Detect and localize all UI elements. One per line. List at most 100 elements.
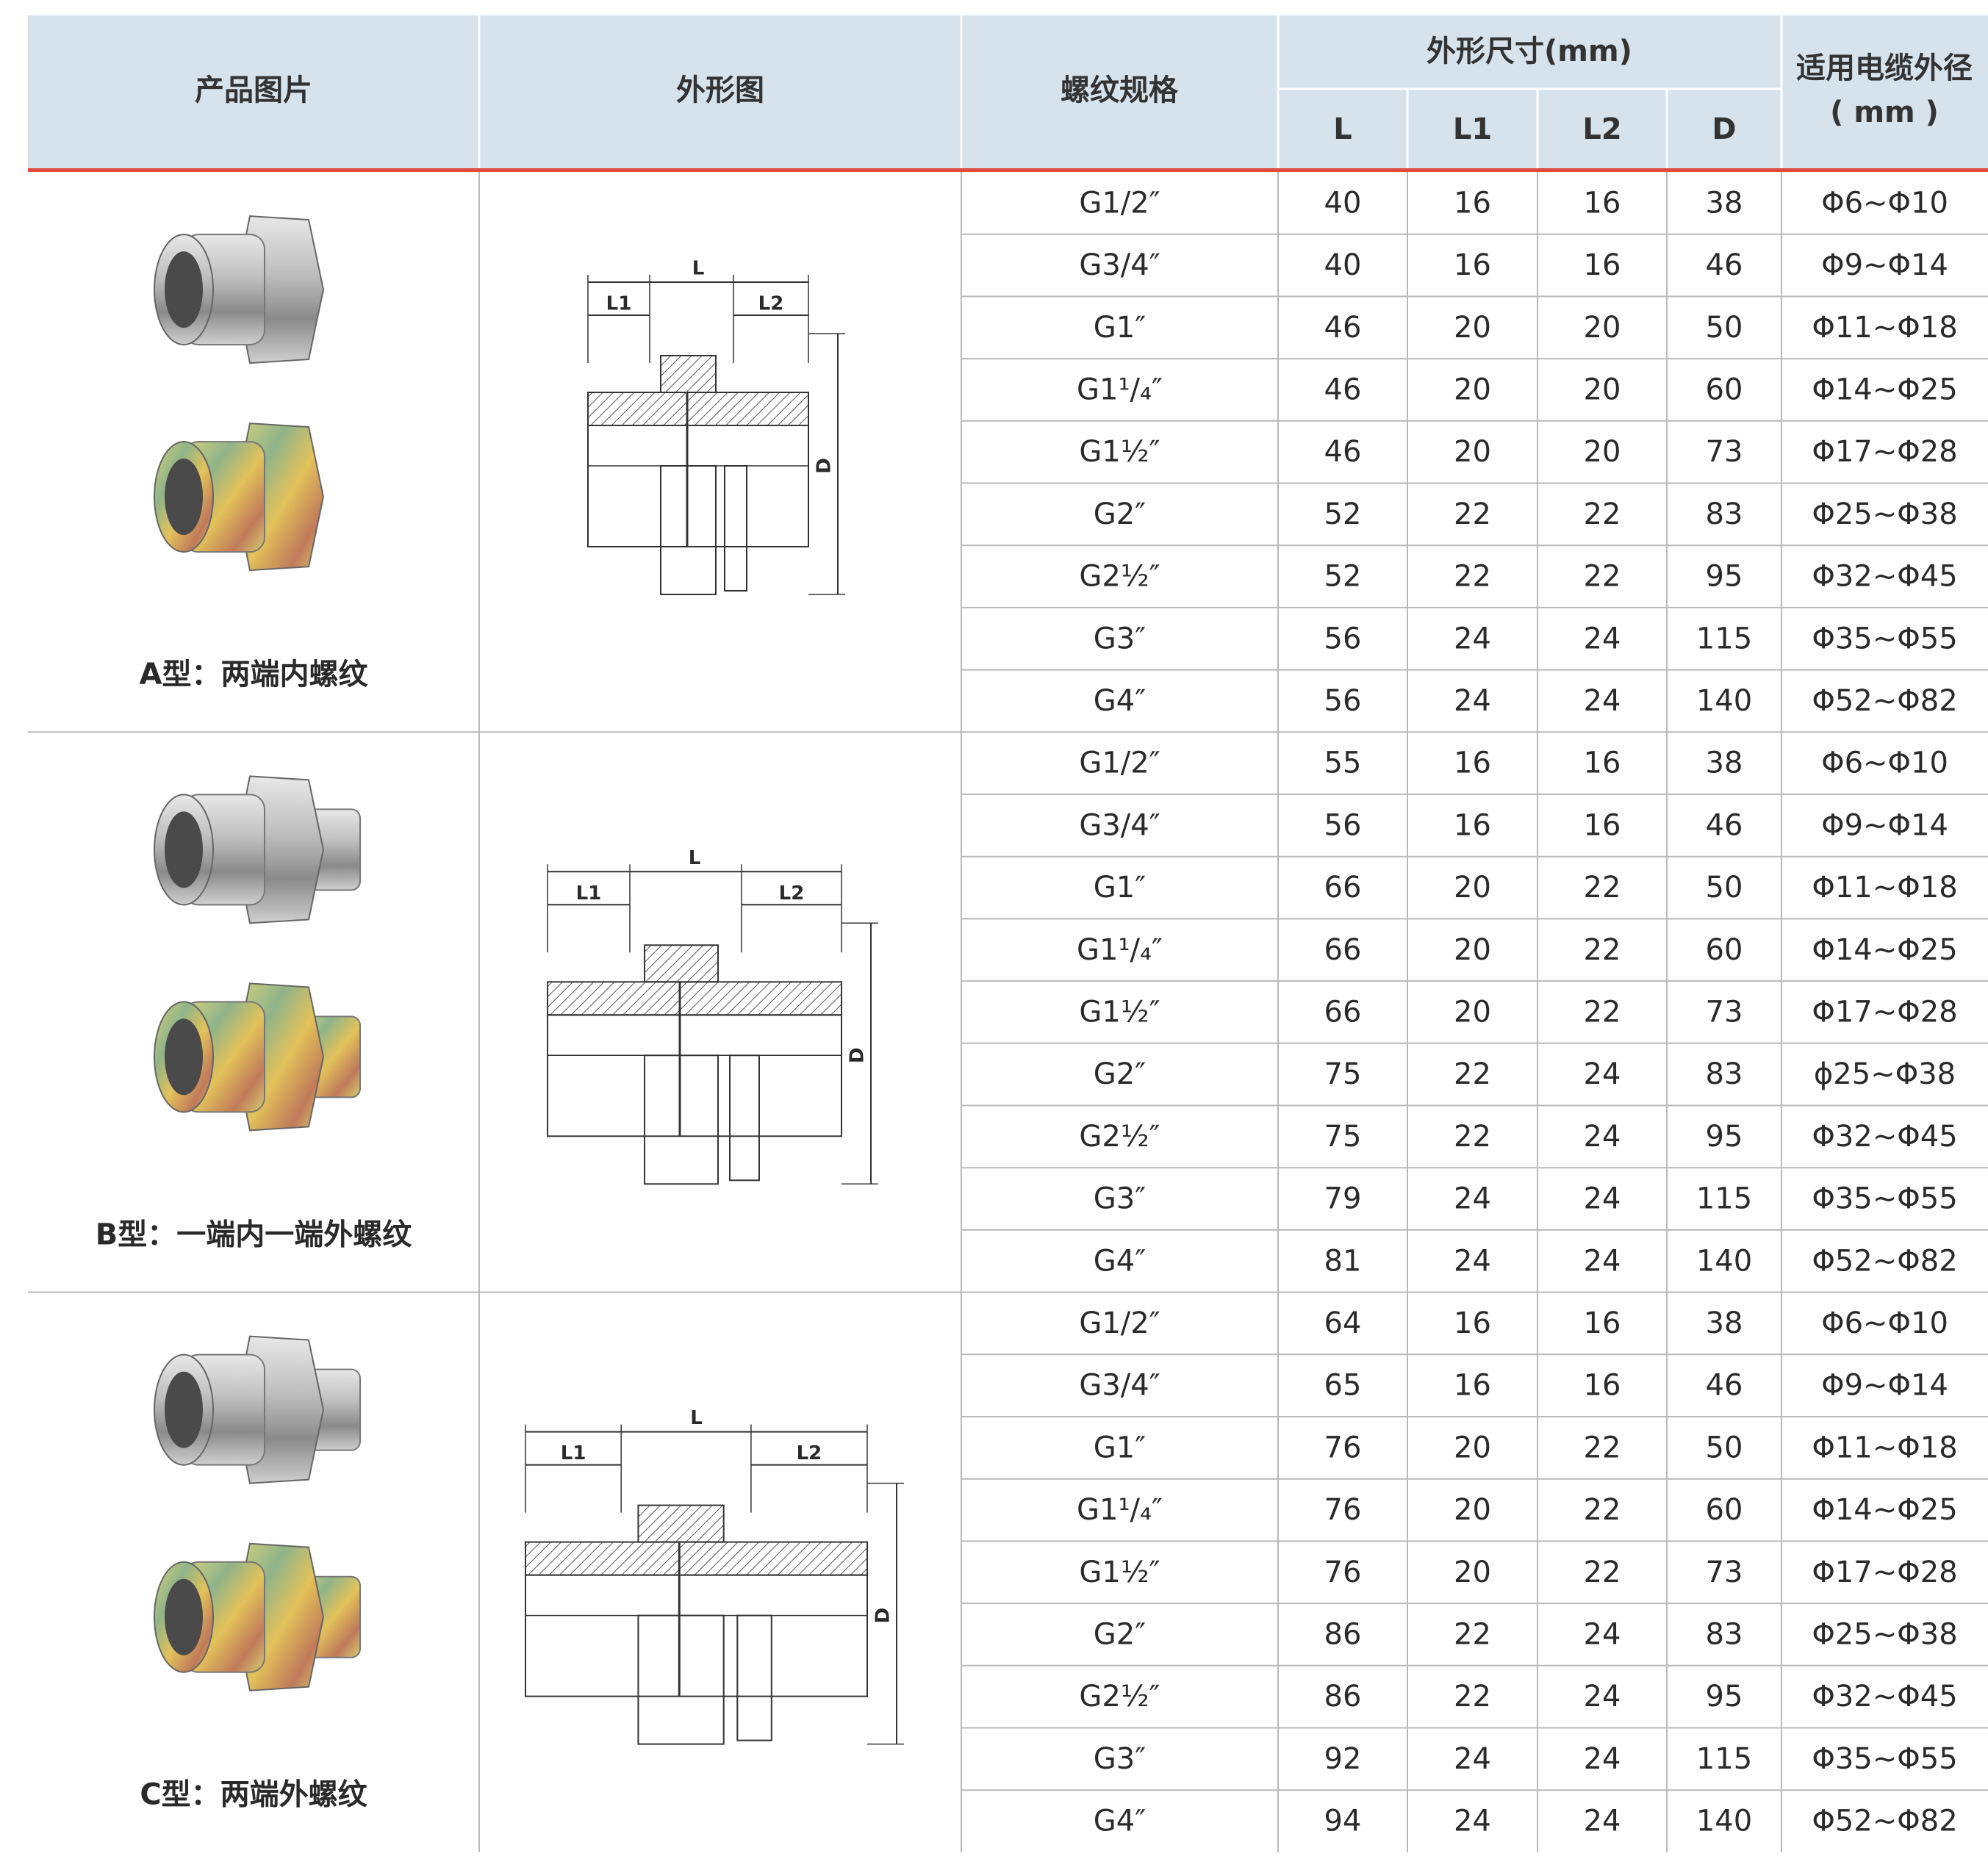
dim-cell: 46 — [1706, 248, 1743, 282]
fitting-bore — [165, 811, 203, 888]
thread-cell: G4″ — [1094, 1244, 1146, 1278]
dim-cell: 22 — [1584, 1556, 1621, 1589]
thread-cell: G1½″ — [1079, 995, 1160, 1029]
cable-cell: Φ14~Φ25 — [1812, 373, 1957, 406]
dim-cell: 24 — [1454, 622, 1491, 655]
drawing-ring — [729, 1054, 760, 1182]
dim-cell: 40 — [1324, 186, 1362, 220]
product-photo — [154, 215, 325, 364]
dim-cell: 20 — [1454, 311, 1491, 345]
dim-cell: 20 — [1584, 373, 1621, 406]
thread-cell: G1/2″ — [1079, 186, 1160, 220]
dim-cell: 16 — [1584, 186, 1621, 220]
drawing-label: L1 — [561, 1442, 586, 1464]
cable-cell: Φ32~Φ45 — [1812, 560, 1957, 594]
dim-cell: 16 — [1584, 1306, 1621, 1340]
cable-cell: Φ17~Φ28 — [1812, 435, 1957, 469]
cable-cell: Φ14~Φ25 — [1812, 1493, 1957, 1527]
dim-cell: 22 — [1584, 871, 1621, 905]
dim-cell: 24 — [1454, 684, 1491, 718]
dim-cell: 95 — [1706, 560, 1743, 594]
dim-cell: 16 — [1454, 1369, 1491, 1403]
thread-cell: G4″ — [1094, 684, 1146, 718]
dim-cell: 140 — [1696, 1244, 1752, 1278]
dim-cell: 66 — [1324, 995, 1362, 1029]
dim-cell: 115 — [1696, 1742, 1752, 1776]
drawing-body — [587, 425, 809, 547]
drawing-nut-top — [644, 944, 719, 983]
header-cable-unit: ( mm ) — [1830, 96, 1939, 129]
dim-cell: 52 — [1324, 560, 1362, 594]
dim-cell: 38 — [1706, 747, 1743, 780]
dim-cell: 24 — [1584, 622, 1621, 655]
fitting-bore — [165, 459, 203, 536]
dim-cell: 20 — [1454, 1493, 1491, 1527]
dim-cell: 16 — [1584, 808, 1621, 842]
dim-cell: 76 — [1324, 1556, 1362, 1589]
cable-cell: Φ11~Φ18 — [1812, 1431, 1957, 1464]
header-drawing: 外形图 — [676, 73, 764, 107]
thread-cell: G1″ — [1094, 311, 1146, 345]
thread-cell: G2″ — [1094, 497, 1146, 531]
thread-cell: G2½″ — [1079, 560, 1160, 594]
cable-cell: Φ52~Φ82 — [1812, 1805, 1957, 1838]
cable-cell: Φ17~Φ28 — [1812, 1556, 1957, 1589]
dim-cell: 22 — [1584, 1493, 1621, 1527]
dim-cell: 20 — [1584, 435, 1621, 469]
fitting-bore — [165, 1018, 203, 1096]
header-cable: 适用电缆外径 — [1796, 51, 1973, 85]
dim-cell: 115 — [1696, 1182, 1752, 1216]
thread-cell: G1/2″ — [1079, 747, 1160, 780]
dim-cell: 95 — [1706, 1120, 1743, 1154]
thread-cell: G1″ — [1094, 871, 1146, 905]
cable-cell: Φ52~Φ82 — [1812, 1244, 1957, 1278]
cable-cell: Φ32~Φ45 — [1812, 1680, 1957, 1714]
cable-cell: Φ17~Φ28 — [1812, 995, 1957, 1029]
dim-cell: 24 — [1584, 1057, 1621, 1091]
cable-cell: Φ32~Φ45 — [1812, 1120, 1957, 1154]
dim-cell: 56 — [1324, 622, 1362, 655]
dim-cell: 24 — [1584, 1244, 1621, 1278]
dim-cell: 50 — [1706, 1431, 1743, 1464]
thread-cell: G3″ — [1094, 1182, 1146, 1216]
header-dim-col: L2 — [1582, 112, 1621, 146]
dim-cell: 94 — [1324, 1805, 1362, 1838]
dim-cell: 83 — [1706, 497, 1743, 531]
dim-cell: 83 — [1706, 1617, 1743, 1651]
thread-cell: G3/4″ — [1079, 808, 1160, 842]
dim-cell: 24 — [1584, 1617, 1621, 1651]
dim-cell: 24 — [1584, 1805, 1621, 1838]
dim-cell: 46 — [1706, 808, 1743, 842]
thread-cell: G2″ — [1094, 1617, 1146, 1651]
dim-cell: 16 — [1454, 1306, 1491, 1340]
dim-cell: 24 — [1584, 684, 1621, 718]
dim-cell: 24 — [1584, 1120, 1621, 1154]
dim-cell: 22 — [1454, 1057, 1491, 1091]
dim-cell: 20 — [1454, 435, 1491, 469]
dim-cell: 140 — [1696, 684, 1752, 718]
drawing-label: D — [814, 458, 836, 474]
dim-cell: 81 — [1324, 1244, 1362, 1278]
cable-cell: Φ14~Φ25 — [1812, 933, 1957, 967]
drawing-nut-top — [660, 355, 717, 393]
drawing-label: D — [872, 1608, 894, 1624]
cable-cell: Φ9~Φ14 — [1821, 248, 1948, 282]
dim-cell: 56 — [1324, 808, 1362, 842]
group-label: C型：两端外螺纹 — [140, 1778, 367, 1812]
drawing-label: L — [692, 258, 705, 280]
cable-cell: Φ9~Φ14 — [1821, 808, 1948, 842]
dim-cell: 65 — [1324, 1369, 1362, 1403]
dim-cell: 38 — [1706, 1306, 1743, 1340]
thread-cell: G3″ — [1094, 622, 1146, 655]
thread-cell: G1½″ — [1079, 1556, 1160, 1589]
header-bg — [28, 15, 1988, 168]
thread-cell: G2″ — [1094, 1057, 1146, 1091]
dim-cell: 22 — [1584, 995, 1621, 1029]
dim-cell: 24 — [1454, 1182, 1491, 1216]
cable-cell: Φ25~Φ38 — [1812, 497, 1957, 531]
dim-cell: 73 — [1706, 995, 1743, 1029]
drawing-label: L1 — [576, 882, 602, 905]
dim-cell: 46 — [1324, 311, 1362, 345]
